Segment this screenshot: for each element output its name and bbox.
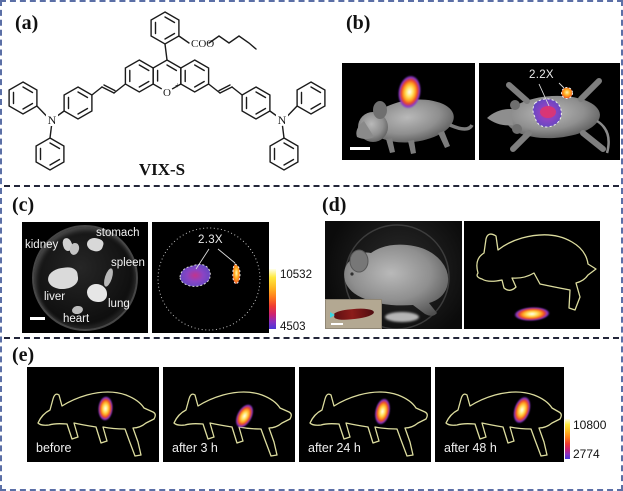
excised-organ-blob [385,312,419,322]
intestine-photo [333,306,375,322]
panel-d-fluorescence-image [464,221,600,329]
panel-e-frame-24h: after 24 h [299,367,431,462]
organ-fluorescence [157,227,261,331]
colorbar-max: 10532 [280,269,312,281]
panel-b-tag: (b) [346,12,371,34]
organ-label-heart: heart [63,313,90,325]
colorbar-panel-c [269,269,276,329]
charge-label: + [175,81,180,90]
scale-bar [30,317,45,320]
colorbar-min: 4503 [280,321,306,333]
panel-b-side-view-image [342,63,475,160]
panel-d-tag: (d) [322,194,347,216]
organ-label-lung: lung [108,298,130,310]
cyan-arrow-icon [330,312,335,318]
mouse-lying-photo [344,224,450,329]
frame-caption: after 24 h [308,441,361,455]
nitrogen-label-left: N [48,113,57,127]
organ-label-stomach: stomach [96,227,140,239]
oxygen-label: O [163,87,171,99]
molecule-structure: COO O + N N VIX-S [8,11,326,179]
panel-b-top-view-image: 2.2X [479,63,620,160]
frame-caption: after 3 h [172,441,218,455]
fold-annotation: 2.2X [529,69,554,81]
panel-c-tag: (c) [12,194,35,216]
pointer-lines [538,82,565,107]
frame-caption: before [36,441,72,455]
mouse-outline-drawing [309,391,428,457]
organ-label-spleen: spleen [111,257,145,269]
organ-label-liver: liver [44,291,66,303]
panel-d-photo [325,221,462,329]
mouse-outline-drawing [476,233,597,311]
panel-e-frame-48h: after 48 h [435,367,564,462]
row-divider-1 [4,185,619,187]
panel-c-fluorescence-image: 2.3X [152,222,269,333]
tumor-signal-spot [561,87,573,99]
liver-signal-blob [179,263,211,287]
mouse-outline-drawing [445,391,562,457]
panel-c-organs-photo: kidney stomach spleen liver lung heart [22,222,148,333]
organ-label-kidney: kidney [25,239,59,251]
tumor-signal-strip [232,263,241,285]
pointer-lines [195,248,236,270]
colorbar-panel-e [565,419,570,459]
molecule-name: VIX-S [139,160,185,179]
frame-caption: after 48 h [444,441,497,455]
organ-photo-inset [325,299,382,329]
panel-e-frame-3h: after 3 h [163,367,295,462]
fold-annotation: 2.3X [198,234,223,246]
mouse-outline-drawing [37,391,156,457]
colorbar-max: 10800 [573,418,607,432]
row-divider-2 [4,337,619,339]
mouse-outline-drawing [173,391,292,457]
mouse-top-photo [487,78,610,154]
ester-label: COO [191,38,214,50]
colorbar-min: 2774 [573,447,600,461]
scale-bar [350,147,370,150]
lung-organ [87,284,107,302]
panel-a-tag: (a) [15,12,39,34]
nitrogen-label-right: N [278,113,287,127]
mouse-side-photo [356,99,474,154]
dish-dotted-outline [157,227,261,331]
panel-e-tag: (e) [12,344,35,366]
scale-bar [331,323,343,325]
panel-e-frame-before: before [27,367,159,462]
